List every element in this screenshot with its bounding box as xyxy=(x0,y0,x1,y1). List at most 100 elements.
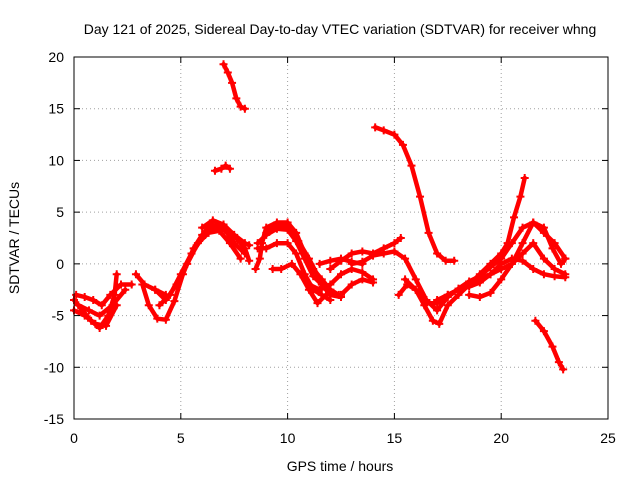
data-point-marker xyxy=(520,174,529,183)
data-point-marker xyxy=(198,223,207,232)
data-point-marker xyxy=(475,292,484,301)
data-point-marker xyxy=(127,280,136,289)
data-point-marker xyxy=(411,285,420,294)
data-point-marker xyxy=(433,296,442,305)
y-tick-label: -5 xyxy=(52,308,65,324)
data-point-marker xyxy=(268,265,277,274)
data-point-marker xyxy=(337,290,345,299)
data-point-marker xyxy=(208,223,217,232)
series-track-10 xyxy=(210,161,234,175)
data-point-marker xyxy=(486,288,495,297)
x-axis-label: GPS time / hours xyxy=(287,458,394,474)
data-point-marker xyxy=(155,301,164,310)
data-point-marker xyxy=(251,265,260,274)
data-point-marker xyxy=(539,223,548,232)
data-point-marker xyxy=(97,301,106,310)
data-point-marker xyxy=(95,311,104,320)
data-point-marker xyxy=(561,273,570,282)
data-point-marker xyxy=(347,280,356,289)
data-point-marker xyxy=(161,315,170,324)
data-point-marker xyxy=(486,259,495,268)
data-point-marker xyxy=(236,254,245,263)
data-point-marker xyxy=(262,228,271,237)
data-point-marker xyxy=(106,290,115,299)
data-point-marker xyxy=(217,164,226,173)
data-point-marker xyxy=(219,220,228,229)
data-point-marker xyxy=(347,249,356,258)
data-point-marker xyxy=(255,254,264,263)
data-point-marker xyxy=(326,265,335,274)
data-point-marker xyxy=(554,358,563,367)
data-point-marker xyxy=(232,94,241,103)
data-point-marker xyxy=(144,301,153,310)
data-point-marker xyxy=(116,280,125,289)
data-point-marker xyxy=(379,126,388,135)
data-point-marker xyxy=(315,275,324,284)
data-point-marker xyxy=(176,270,185,279)
axis-ticks: 0 5 10 15 20 25 -15 -10 -5 0 5 10 15 20 xyxy=(44,49,616,446)
data-point-marker xyxy=(74,301,83,310)
data-point-marker xyxy=(210,166,219,175)
series-track-26 xyxy=(465,218,570,301)
data-point-marker xyxy=(548,244,557,253)
data-point-marker xyxy=(407,161,416,170)
data-point-marker xyxy=(379,249,388,258)
data-point-marker xyxy=(401,254,410,263)
y-tick-label: -10 xyxy=(44,359,64,375)
x-tick-label: 20 xyxy=(493,430,509,446)
data-point-marker xyxy=(371,123,380,132)
series-trace xyxy=(212,163,233,174)
data-point-marker xyxy=(497,275,506,284)
data-point-marker xyxy=(326,296,335,305)
data-point-marker xyxy=(507,259,516,268)
series-track-16 xyxy=(268,259,331,308)
data-point-marker xyxy=(240,104,249,113)
data-point-marker xyxy=(112,270,121,279)
data-point-marker xyxy=(465,282,474,291)
series-track-11 xyxy=(219,60,249,113)
data-point-marker xyxy=(240,249,249,258)
data-point-marker xyxy=(548,342,557,351)
data-point-marker xyxy=(390,247,399,256)
y-axis-label: SDTVAR / TECUs xyxy=(6,182,22,294)
series-track-20 xyxy=(337,275,378,299)
data-point-marker xyxy=(89,296,98,305)
data-point-marker xyxy=(337,270,345,279)
data-point-marker xyxy=(102,321,111,330)
data-point-marker xyxy=(272,239,281,248)
data-point-marker xyxy=(347,259,356,268)
data-point-marker xyxy=(230,239,239,248)
data-point-marker xyxy=(390,130,399,139)
data-point-marker xyxy=(411,275,420,284)
data-point-marker xyxy=(108,301,117,310)
data-point-marker xyxy=(516,192,525,201)
y-tick-label: 5 xyxy=(56,204,64,220)
data-point-marker xyxy=(245,241,254,250)
data-point-marker xyxy=(253,244,262,253)
data-point-marker xyxy=(441,256,450,265)
data-point-marker xyxy=(401,275,410,284)
data-point-marker xyxy=(503,239,512,248)
data-point-marker xyxy=(358,268,367,277)
data-point-marker xyxy=(550,265,559,274)
data-point-marker xyxy=(529,218,538,227)
data-point-marker xyxy=(304,254,313,263)
series-track-17 xyxy=(304,265,378,294)
data-point-marker xyxy=(304,280,313,289)
data-point-marker xyxy=(80,311,89,320)
data-point-marker xyxy=(138,280,147,289)
data-point-marker xyxy=(236,102,245,111)
data-point-marker xyxy=(497,259,506,268)
x-tick-label: 15 xyxy=(387,430,403,446)
data-point-marker xyxy=(292,249,301,258)
chart-title: Day 121 of 2025, Sidereal Day-to-day VTE… xyxy=(84,21,597,37)
data-point-marker xyxy=(529,265,538,274)
data-point-marker xyxy=(529,239,538,248)
series-track-04 xyxy=(74,285,130,320)
data-point-marker xyxy=(518,256,527,265)
data-point-marker xyxy=(283,222,292,231)
data-point-marker xyxy=(151,285,160,294)
data-point-marker xyxy=(84,306,93,315)
data-point-marker xyxy=(358,257,367,266)
